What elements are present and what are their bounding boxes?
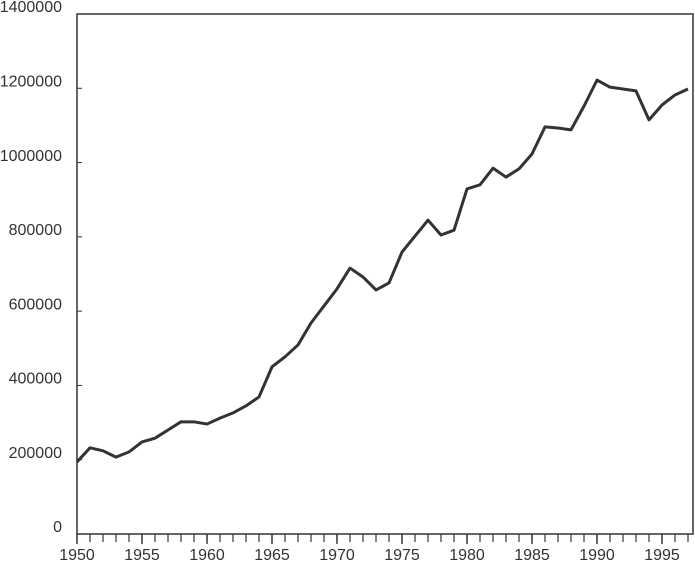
y-tick-label: 0 <box>53 519 62 536</box>
y-tick-label: 800000 <box>9 222 62 239</box>
x-tick-label: 1990 <box>579 547 615 564</box>
x-tick-label: 1950 <box>59 547 95 564</box>
x-tick-label: 1970 <box>319 547 355 564</box>
x-tick-label: 1980 <box>449 547 485 564</box>
x-tick-label: 1985 <box>514 547 550 564</box>
y-tick-label: 1400000 <box>0 0 62 16</box>
data-line <box>75 78 689 463</box>
x-tick-label: 1955 <box>124 547 160 564</box>
y-tick-label: 1200000 <box>0 74 62 91</box>
y-tick-label: 1000000 <box>0 148 62 165</box>
x-tick-label: 1965 <box>254 547 290 564</box>
y-tick-label: 600000 <box>9 296 62 313</box>
y-tick-label: 400000 <box>9 371 62 388</box>
x-tick-label: 1960 <box>189 547 225 564</box>
plot-frame <box>76 13 694 535</box>
x-tick-label: 1975 <box>384 547 420 564</box>
x-tick-label: 1995 <box>644 547 680 564</box>
y-tick-label: 200000 <box>9 445 62 462</box>
